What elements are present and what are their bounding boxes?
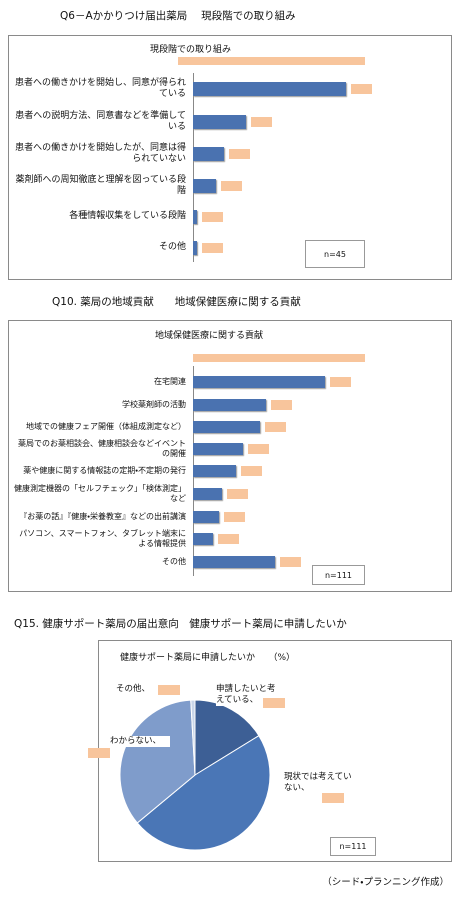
bar: [193, 556, 276, 568]
slice-label: 現状では考えていない、: [284, 772, 356, 795]
bar: [193, 488, 223, 500]
bar: [193, 443, 243, 455]
value-mask: [241, 466, 263, 476]
slice-label: わからない、: [110, 736, 170, 748]
value-mask: [329, 377, 351, 387]
bar: [193, 147, 224, 161]
value-mask: [247, 444, 269, 454]
slice-label: その他、: [116, 684, 160, 696]
sample-size: n=111: [330, 837, 376, 856]
category-label: 患者への説明方法、同意書などを準備している: [15, 110, 186, 132]
category-label: 薬剤師への周知徹底と理解を図っている段階: [15, 174, 186, 196]
value-mask: [218, 534, 240, 544]
bar: [193, 511, 220, 523]
source-note: （シード・プランニング作成）: [322, 877, 449, 888]
bar: [193, 399, 266, 411]
value-mask: [201, 212, 223, 222]
bar: [193, 376, 325, 388]
bar: [193, 210, 197, 224]
section-title: Q10. 薬局の地域貢献 地域保健医療に関する貢献: [52, 296, 301, 308]
value-mask: [224, 512, 246, 522]
category-label: 『お薬の話』『健康・栄養教室』などの出前講演: [19, 512, 186, 521]
chart-title: 現段階での取り組み: [150, 45, 232, 55]
bar: [193, 533, 214, 545]
section-title: Q6－Aかかりつけ届出薬局 現段階での取り組み: [60, 10, 296, 22]
value-mask: [220, 181, 242, 191]
pie-slice: [136, 734, 271, 851]
value-mask: [322, 793, 344, 803]
value-mask: [88, 748, 110, 758]
pie-slice: [194, 699, 260, 776]
category-label: 健康測定機器の「セルフチェック」「検体測定」など: [14, 484, 186, 503]
chart-title: 健康サポート薬局に申請したいか （%）: [120, 653, 296, 663]
category-label: 地域での健康フェア開催（体組成測定など）: [26, 422, 186, 431]
bar: [193, 115, 247, 129]
category-label: 患者への働きかけを開始し、同意が得られている: [14, 77, 186, 99]
value-mask: [270, 400, 292, 410]
pie-slice: [190, 699, 196, 776]
sample-size: n=111: [312, 565, 365, 585]
value-mask: [251, 117, 273, 127]
legend-strip: [178, 57, 365, 65]
legend-strip: [193, 354, 365, 362]
category-label: パソコン、スマートフォン、タブレット端末による情報提供: [19, 529, 186, 548]
value-mask: [280, 557, 302, 567]
category-label: その他: [158, 242, 186, 253]
category-label: 患者への働きかけを開始したが、同意は得られていない: [15, 142, 186, 164]
chart-frame: [8, 320, 452, 592]
category-label: 学校薬剤師の活動: [122, 400, 186, 409]
value-mask: [227, 489, 249, 499]
value-mask: [350, 84, 372, 94]
chart-title: 地域保健医療に関する貢献: [155, 331, 264, 341]
bar: [193, 82, 346, 96]
bar: [193, 421, 260, 433]
category-label: 薬や健康に関する情報誌の定期・不定期の発行: [23, 466, 186, 475]
value-mask: [158, 685, 180, 695]
category-label: 薬局でのお薬相談会、健康相談会などイベントの開催: [18, 439, 186, 458]
bar: [193, 465, 237, 477]
section-title: Q15. 健康サポート薬局の届出意向 健康サポート薬局に申請したいか: [14, 618, 347, 630]
value-mask: [263, 698, 285, 708]
value-mask: [201, 243, 223, 253]
bar: [193, 179, 216, 193]
axis-line: [193, 73, 194, 262]
value-mask: [228, 149, 250, 159]
bar: [193, 241, 197, 255]
value-mask: [264, 422, 286, 432]
category-label: 在宅関連: [154, 377, 186, 386]
sample-size: n=45: [305, 240, 365, 268]
category-label: 各種情報収集をしている段階: [69, 211, 186, 222]
category-label: その他: [162, 557, 186, 566]
